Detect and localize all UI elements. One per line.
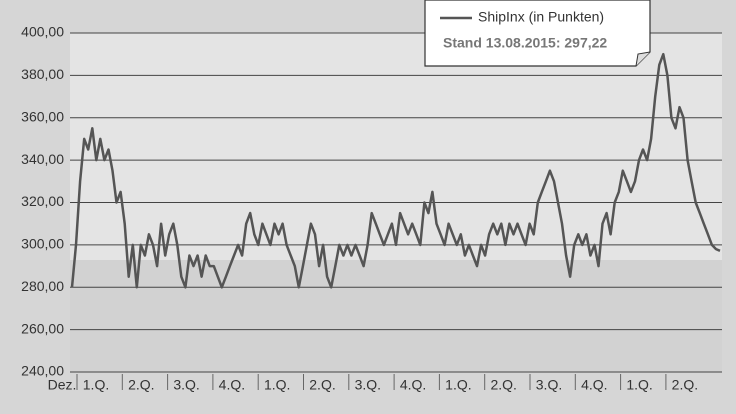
x-tick-label: 3.Q. — [536, 377, 562, 393]
annotation: Stand 13.08.2015: 297,22 — [443, 35, 607, 51]
y-tick-label: 300,00 — [21, 236, 64, 252]
x-tick-label: 2.Q. — [490, 377, 516, 393]
y-tick-label: 400,00 — [21, 24, 64, 40]
x-tick-label: 4.Q. — [581, 377, 607, 393]
y-tick-label: 240,00 — [21, 363, 64, 379]
plot-water — [70, 260, 722, 372]
x-tick-label: 4.Q. — [219, 377, 245, 393]
x-tick-label: 4.Q. — [400, 377, 426, 393]
x-tick-label: 3.Q. — [173, 377, 199, 393]
legend-fold — [635, 51, 651, 67]
x-tick-label: 2.Q. — [309, 377, 335, 393]
y-tick-label: 360,00 — [21, 108, 64, 124]
y-tick-label: 260,00 — [21, 320, 64, 336]
x-tick-label: 1.Q. — [445, 377, 471, 393]
x-tick-label: 2.Q. — [128, 377, 154, 393]
x-tick-label: 1.Q. — [264, 377, 290, 393]
y-tick-label: 340,00 — [21, 151, 64, 167]
x-tick-label: 3.Q. — [355, 377, 381, 393]
x-tick-label: 1.Q. — [626, 377, 652, 393]
legend-label: ShipInx (in Punkten) — [478, 9, 604, 25]
y-tick-label: 280,00 — [21, 278, 64, 294]
y-tick-label: 320,00 — [21, 193, 64, 209]
legend: ShipInx (in Punkten) Stand 13.08.2015: 2… — [424, 0, 651, 67]
series-line — [70, 52, 721, 289]
x-tick-label: Dez. — [48, 377, 77, 393]
x-tick-label: 1.Q. — [83, 377, 109, 393]
x-tick-label: 2.Q. — [672, 377, 698, 393]
y-tick-label: 380,00 — [21, 66, 64, 82]
